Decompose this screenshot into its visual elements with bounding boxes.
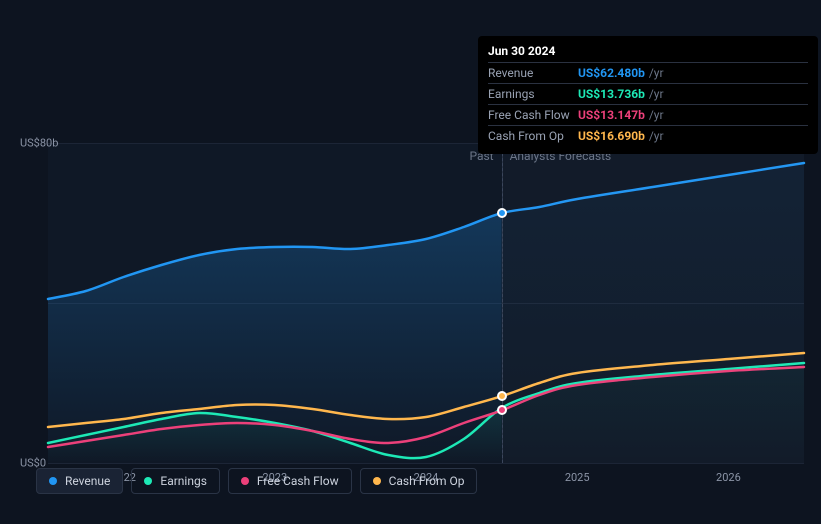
legend-label: Free Cash Flow [257, 474, 339, 488]
financial-chart: Jun 30 2024 RevenueUS$62.480b/yrEarnings… [18, 18, 804, 508]
legend-item-fcf[interactable]: Free Cash Flow [228, 468, 352, 494]
legend-label: Earnings [160, 474, 207, 488]
tooltip-metric-label: Revenue [488, 66, 578, 80]
legend-dot-icon [144, 477, 152, 485]
tooltip-row: Free Cash FlowUS$13.147b/yr [488, 104, 808, 125]
tooltip-row: Cash From OpUS$16.690b/yr [488, 125, 808, 146]
chart-plot-area[interactable]: US$80b US$0 20222023202420252026 Past An… [48, 143, 804, 463]
forecast-region-shade [502, 143, 804, 463]
legend-item-revenue[interactable]: Revenue [36, 468, 123, 494]
legend-dot-icon [373, 477, 381, 485]
tooltip-row: EarningsUS$13.736b/yr [488, 83, 808, 104]
tooltip-metric-suffix: /yr [649, 129, 664, 143]
legend-dot-icon [49, 477, 57, 485]
legend-label: Cash From Op [389, 474, 465, 488]
tooltip-metric-value: US$62.480b [578, 66, 645, 80]
tooltip-metric-value: US$13.736b [578, 87, 645, 101]
tooltip-metric-value: US$13.147b [578, 108, 645, 122]
tooltip-metric-label: Cash From Op [488, 129, 578, 143]
chart-legend: Revenue Earnings Free Cash Flow Cash From O… [36, 468, 477, 494]
legend-label: Revenue [65, 474, 110, 488]
y-axis-tick: US$80b [20, 137, 58, 150]
gridline [48, 463, 804, 464]
tooltip-date: Jun 30 2024 [488, 44, 808, 58]
legend-dot-icon [241, 477, 249, 485]
legend-item-cfo[interactable]: Cash From Op [360, 468, 478, 494]
tooltip-metric-suffix: /yr [649, 66, 664, 80]
revenue-marker [497, 208, 507, 218]
tooltip-row: RevenueUS$62.480b/yr [488, 62, 808, 83]
x-axis-tick: 2025 [565, 471, 590, 484]
tooltip-metric-label: Free Cash Flow [488, 108, 578, 122]
cfo-marker [497, 391, 507, 401]
tooltip-metric-suffix: /yr [649, 108, 664, 122]
chart-tooltip: Jun 30 2024 RevenueUS$62.480b/yrEarnings… [478, 36, 818, 154]
x-axis-tick: 2026 [716, 471, 741, 484]
fcf-marker [497, 405, 507, 415]
tooltip-metric-value: US$16.690b [578, 129, 645, 143]
tooltip-metric-label: Earnings [488, 87, 578, 101]
tooltip-metric-suffix: /yr [649, 87, 664, 101]
legend-item-earnings[interactable]: Earnings [131, 468, 220, 494]
